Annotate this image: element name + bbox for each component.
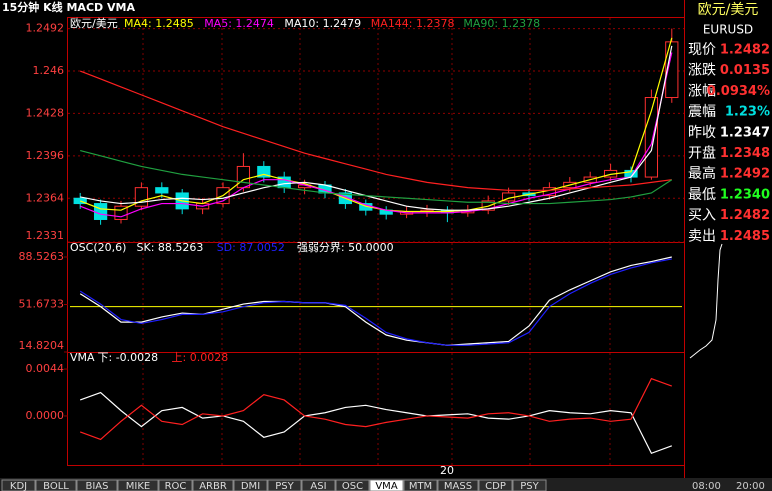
quote-value: 1.2492 (720, 167, 770, 182)
time-label: 20:00 (736, 481, 765, 491)
tab[interactable] (76, 479, 118, 491)
series-line (79, 391, 673, 455)
tab[interactable] (267, 479, 302, 491)
candle-body (665, 41, 679, 99)
tab[interactable] (301, 479, 336, 491)
quote-value: 0.0934% (707, 84, 770, 99)
instrument-label: 欧元/美元 (70, 17, 118, 30)
series-line (80, 149, 673, 205)
header-title: 15分钟 K线 MACD VMA (2, 0, 135, 14)
series-line (79, 37, 673, 213)
quote-value: 1.2348 (720, 146, 770, 161)
time-label: 08:00 (692, 481, 721, 491)
legend-entry: SD: 87.0052 (217, 241, 285, 254)
series-line (79, 70, 672, 191)
tab-label[interactable]: DMI (241, 481, 260, 491)
quote-code: EURUSD (703, 23, 753, 37)
tab[interactable] (437, 479, 479, 491)
tab[interactable] (233, 479, 268, 491)
tab-label[interactable]: VMA (375, 481, 397, 491)
tab-label[interactable]: OSC (342, 481, 363, 491)
tab[interactable] (369, 479, 404, 491)
y-tick-label: 88.5263 (19, 250, 65, 263)
series-line (79, 256, 672, 346)
tab-label[interactable]: MIKE (126, 481, 150, 491)
legend-entry: MA144: 1.2378 (371, 17, 455, 30)
series-line (79, 52, 673, 218)
tab-label[interactable]: PSY (520, 481, 539, 491)
mini-chart (689, 243, 723, 359)
legend-entry: MA4: 1.2485 (124, 17, 194, 30)
series-line (79, 258, 672, 346)
y-tick-label: 1.2396 (26, 149, 65, 162)
legend-entry: 强弱分界: 50.0000 (297, 241, 394, 254)
candle-body (481, 200, 495, 211)
legend-entry: MA5: 1.2474 (204, 17, 274, 30)
tab-label[interactable]: PSY (275, 481, 294, 491)
y-tick-label: 0.0044 (26, 362, 65, 375)
legend-entry: SK: 88.5263 (137, 241, 204, 254)
quote-label: 昨收 (688, 125, 716, 141)
legend-entry: MA10: 1.2479 (284, 17, 361, 30)
panel-title: VMA (70, 351, 95, 364)
y-tick-label: 1.2364 (26, 191, 65, 204)
x-tick-label: 20 (440, 464, 454, 477)
quote-value: 1.2347 (720, 125, 770, 140)
tab-label[interactable]: ASI (310, 481, 326, 491)
y-tick-label: 1.2331 (26, 229, 65, 242)
y-tick-label: 0.0000 (26, 409, 65, 422)
legend-entry: MA90: 1.2378 (463, 17, 540, 30)
series-line (79, 377, 673, 441)
quote-value: 1.2485 (720, 229, 770, 244)
quote-label: 涨跌 (688, 63, 716, 79)
series-line (80, 45, 673, 211)
tab[interactable] (1, 479, 36, 491)
legend-entry: 下: -0.0028 (98, 351, 159, 364)
quote-label: 卖出 (688, 228, 716, 244)
quote-value: 1.23% (725, 105, 770, 120)
quote-value: 1.2482 (720, 43, 770, 58)
quote-value: 1.2340 (720, 187, 770, 202)
tab-label[interactable]: CDP (485, 481, 506, 491)
quote-label: 开盘 (688, 145, 716, 162)
tab[interactable] (117, 479, 159, 491)
y-tick-label: 1.2428 (26, 106, 65, 119)
tab-label[interactable]: BIAS (86, 481, 109, 491)
tab-label[interactable]: KDJ (10, 481, 27, 491)
tab-label[interactable]: ARBR (199, 481, 227, 491)
tab[interactable] (512, 479, 547, 491)
tab-label[interactable]: ROC (165, 481, 187, 491)
quote-name: 欧元/美元 (698, 2, 759, 18)
quote-label: 震幅 (688, 104, 716, 120)
legend-entry: 上: 0.0028 (172, 351, 229, 364)
y-tick-label: 1.246 (33, 64, 65, 77)
candle-body (257, 165, 271, 178)
y-tick-label: 14.8204 (19, 339, 65, 352)
tab-label[interactable]: BOLL (43, 481, 69, 491)
quote-label: 最高 (688, 165, 716, 182)
tab[interactable] (158, 479, 193, 491)
tab[interactable] (35, 479, 77, 491)
tab-label[interactable]: MASS (444, 481, 472, 491)
quote-label: 买入 (688, 208, 716, 224)
quote-label: 涨幅 (688, 83, 716, 99)
y-tick-label: 1.2492 (26, 22, 65, 35)
candle-body (236, 165, 251, 189)
tab[interactable] (335, 479, 370, 491)
y-tick-label: 51.6733 (19, 297, 65, 310)
panel-title: OSC(20,6) (70, 241, 126, 254)
candle-body (644, 97, 659, 178)
quote-value: 0.0135 (720, 63, 770, 78)
tab-label[interactable]: MTM (409, 481, 432, 491)
tab[interactable] (403, 479, 438, 491)
quote-label: 现价 (688, 42, 716, 58)
candle-body (93, 203, 108, 220)
tab[interactable] (478, 479, 513, 491)
quote-value: 1.2482 (720, 208, 770, 223)
quote-label: 最低 (688, 187, 716, 203)
tab[interactable] (192, 479, 234, 491)
candle-body (155, 187, 169, 194)
